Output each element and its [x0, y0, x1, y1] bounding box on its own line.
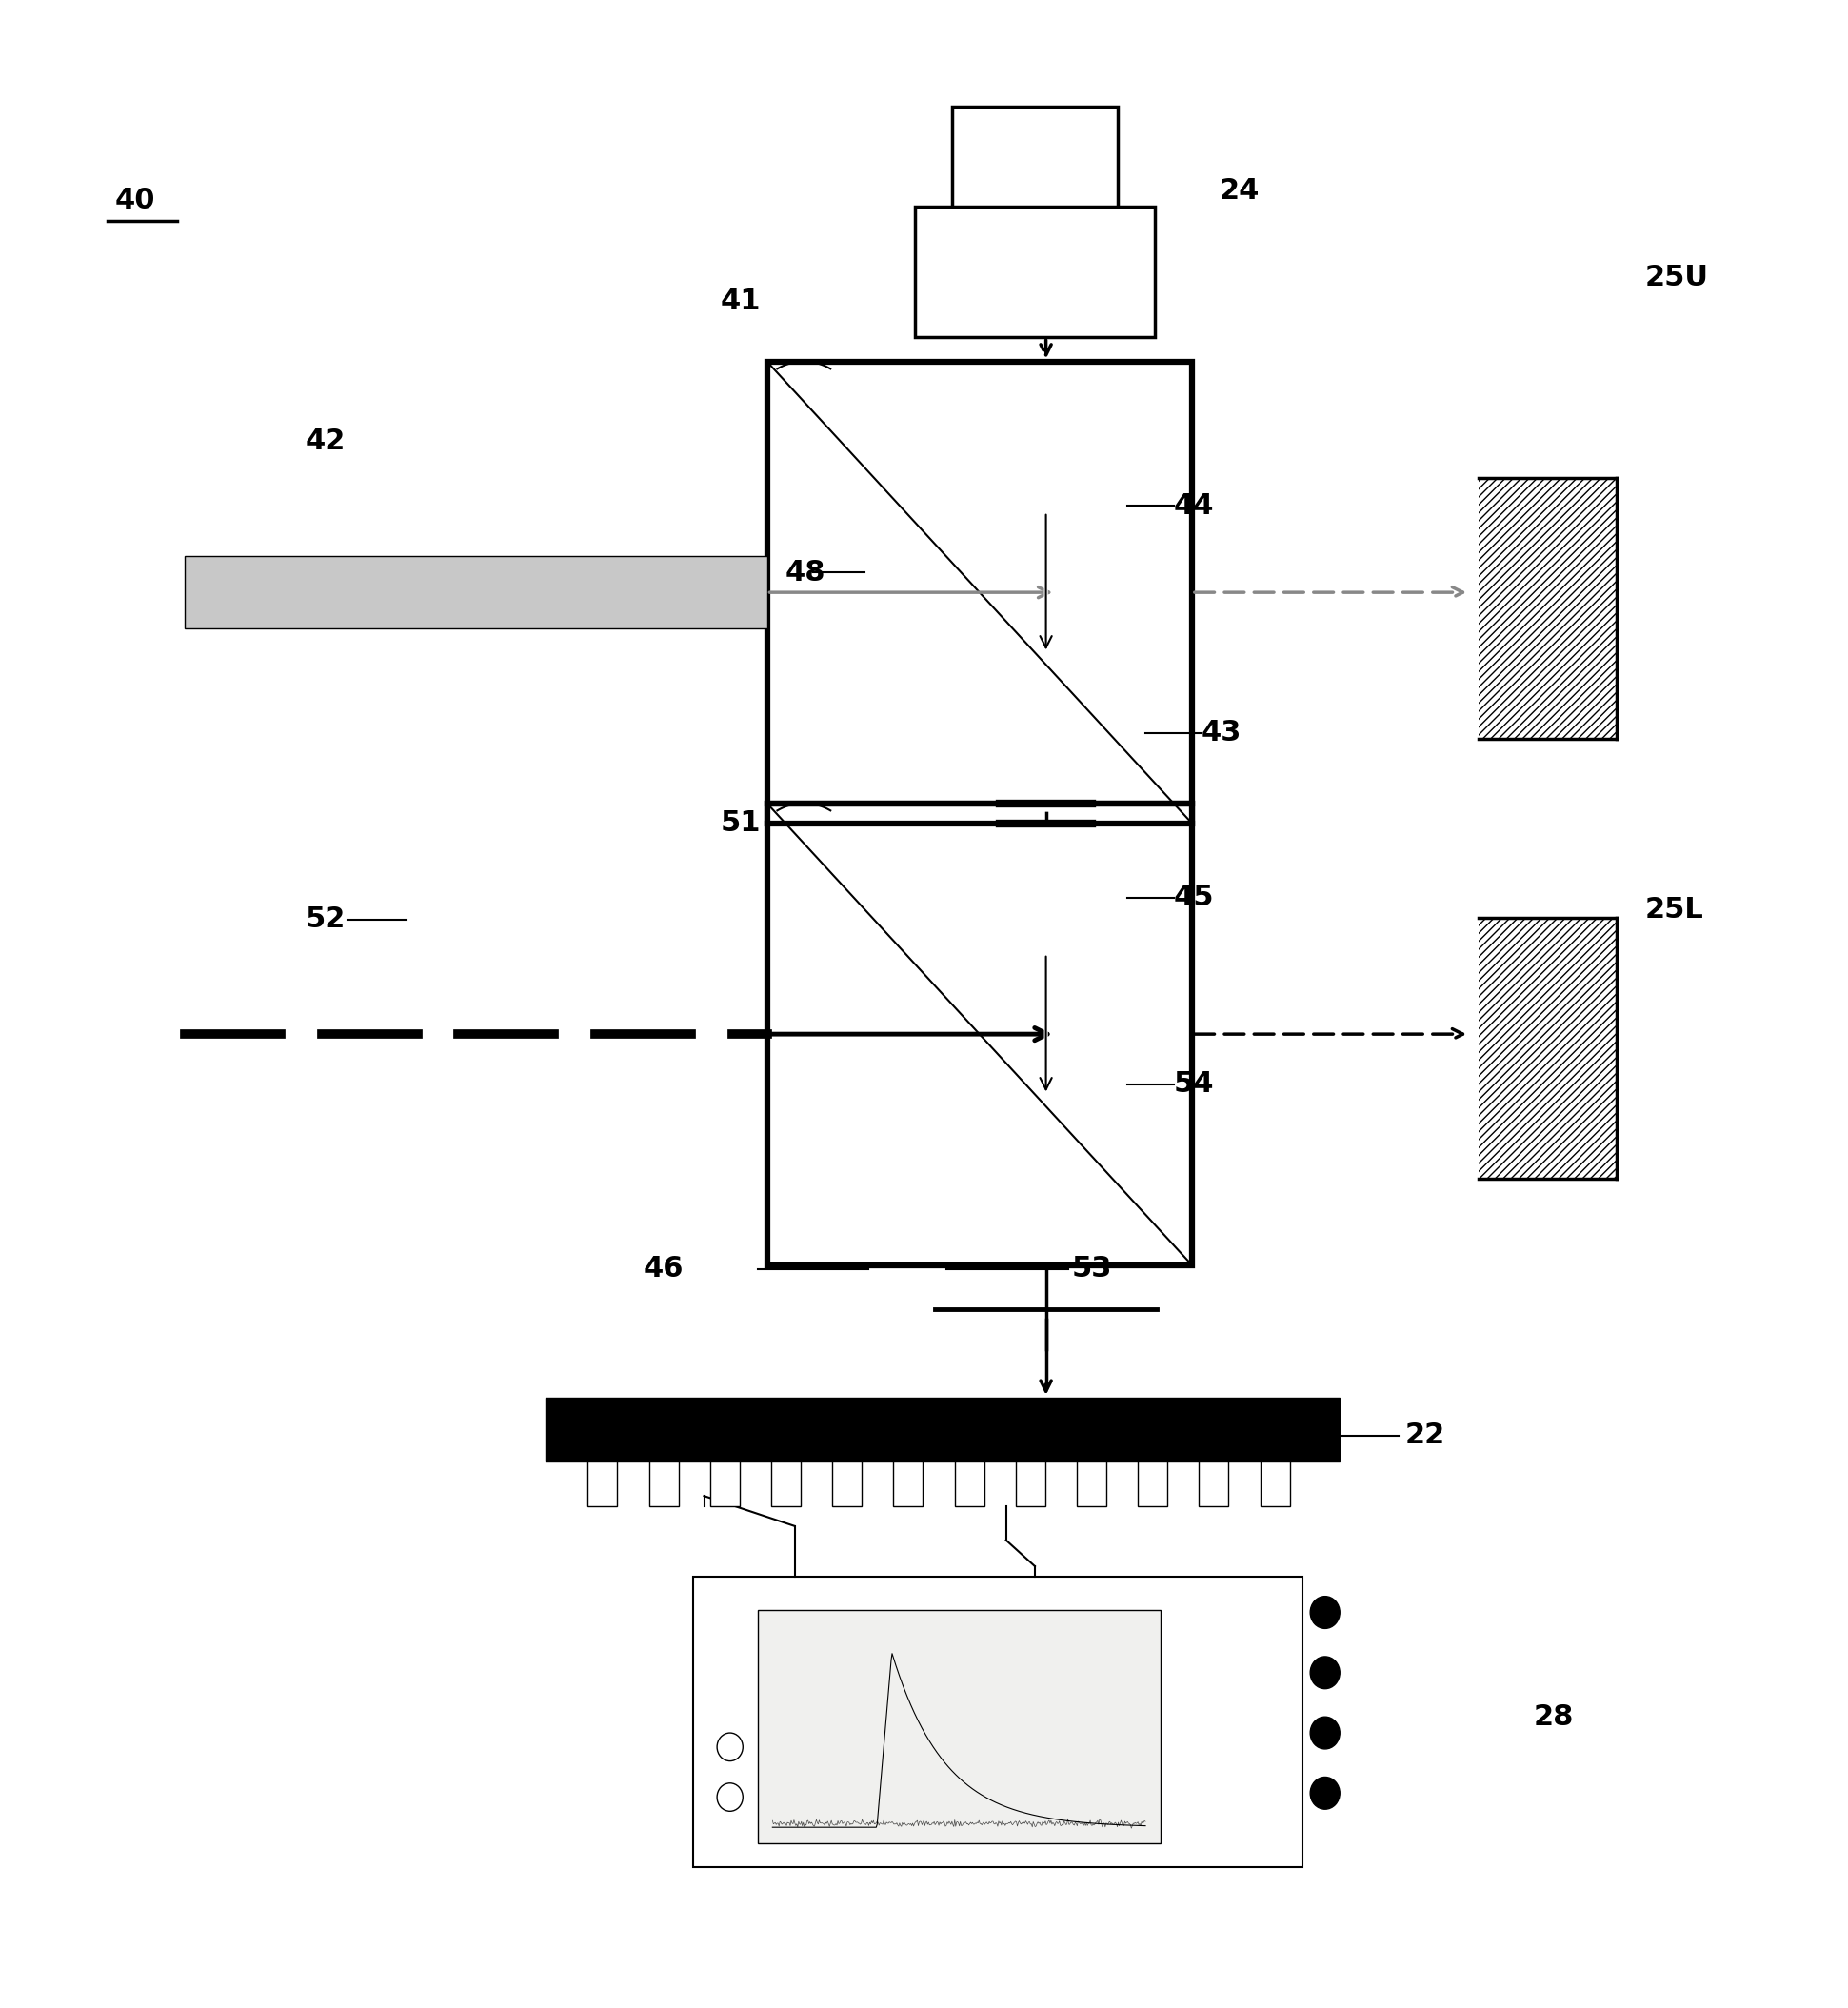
Circle shape — [1310, 1777, 1340, 1809]
Bar — [185, 556, 767, 629]
Circle shape — [1310, 1596, 1340, 1628]
Text: 25L: 25L — [1645, 896, 1704, 924]
Text: 54: 54 — [1173, 1070, 1214, 1098]
Bar — [955, 1462, 985, 1506]
Bar — [1199, 1462, 1229, 1506]
Bar — [649, 1462, 678, 1506]
Bar — [771, 1462, 800, 1506]
Text: 51: 51 — [721, 809, 761, 837]
Circle shape — [1310, 1657, 1340, 1689]
Text: 48: 48 — [785, 558, 826, 586]
Bar — [1478, 918, 1617, 1179]
Bar — [710, 1462, 739, 1506]
Bar — [915, 207, 1155, 337]
Text: 43: 43 — [1201, 719, 1242, 747]
Bar — [1016, 1462, 1046, 1506]
Bar — [952, 106, 1118, 207]
Text: 53: 53 — [1072, 1255, 1112, 1283]
Bar — [893, 1462, 922, 1506]
Text: 40: 40 — [115, 187, 155, 215]
Bar — [758, 1610, 1161, 1843]
Text: 45: 45 — [1173, 884, 1214, 912]
Text: 44: 44 — [1173, 492, 1214, 520]
Text: 24: 24 — [1220, 177, 1260, 205]
Bar — [1478, 478, 1617, 739]
Bar — [545, 1398, 1340, 1462]
Text: 42: 42 — [305, 428, 346, 456]
Text: 28: 28 — [1534, 1703, 1574, 1731]
Circle shape — [717, 1783, 743, 1811]
Bar — [767, 803, 1192, 1265]
Bar — [1077, 1462, 1107, 1506]
Bar — [693, 1576, 1303, 1867]
Text: 52: 52 — [305, 906, 346, 934]
Bar — [767, 361, 1192, 823]
Circle shape — [1310, 1717, 1340, 1749]
Bar — [1138, 1462, 1168, 1506]
Text: 22: 22 — [1404, 1422, 1445, 1450]
Text: 41: 41 — [721, 287, 761, 315]
Text: 25U: 25U — [1645, 263, 1709, 291]
Bar — [588, 1462, 617, 1506]
Circle shape — [717, 1733, 743, 1761]
Bar — [832, 1462, 861, 1506]
Bar — [1260, 1462, 1290, 1506]
Text: 46: 46 — [643, 1255, 684, 1283]
